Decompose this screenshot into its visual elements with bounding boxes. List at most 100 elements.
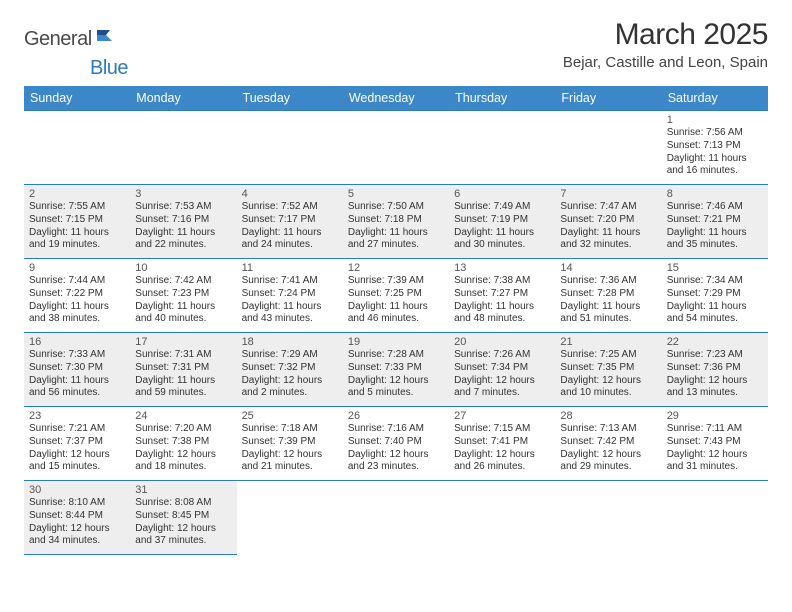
sunrise-text: Sunrise: 7:26 AM xyxy=(454,349,550,362)
calendar-day-cell: 12Sunrise: 7:39 AMSunset: 7:25 PMDayligh… xyxy=(343,259,449,333)
sunset-text: Sunset: 7:36 PM xyxy=(667,362,763,375)
day-number: 24 xyxy=(135,410,231,422)
weekday-header: Tuesday xyxy=(237,86,343,111)
calendar-day-cell: 22Sunrise: 7:23 AMSunset: 7:36 PMDayligh… xyxy=(662,333,768,407)
sunset-text: Sunset: 7:22 PM xyxy=(29,288,125,301)
sunset-text: Sunset: 7:35 PM xyxy=(560,362,656,375)
sunrise-text: Sunrise: 7:42 AM xyxy=(135,275,231,288)
calendar-week-row: 1Sunrise: 7:56 AMSunset: 7:13 PMDaylight… xyxy=(24,111,768,185)
sunset-text: Sunset: 7:24 PM xyxy=(242,288,338,301)
sunrise-text: Sunrise: 7:46 AM xyxy=(667,201,763,214)
calendar-week-row: 30Sunrise: 8:10 AMSunset: 8:44 PMDayligh… xyxy=(24,481,768,555)
calendar-day-cell: 8Sunrise: 7:46 AMSunset: 7:21 PMDaylight… xyxy=(662,185,768,259)
daylight-text: Daylight: 12 hours and 10 minutes. xyxy=(560,375,656,401)
day-number: 14 xyxy=(560,262,656,274)
calendar-day-cell: 21Sunrise: 7:25 AMSunset: 7:35 PMDayligh… xyxy=(555,333,661,407)
sunrise-text: Sunrise: 7:13 AM xyxy=(560,423,656,436)
day-number: 29 xyxy=(667,410,763,422)
day-number: 26 xyxy=(348,410,444,422)
daylight-text: Daylight: 11 hours and 19 minutes. xyxy=(29,227,125,253)
daylight-text: Daylight: 12 hours and 23 minutes. xyxy=(348,449,444,475)
calendar-body: 1Sunrise: 7:56 AMSunset: 7:13 PMDaylight… xyxy=(24,111,768,555)
day-number: 28 xyxy=(560,410,656,422)
daylight-text: Daylight: 11 hours and 16 minutes. xyxy=(667,153,763,179)
calendar-table: SundayMondayTuesdayWednesdayThursdayFrid… xyxy=(24,86,768,555)
day-number: 4 xyxy=(242,188,338,200)
sunrise-text: Sunrise: 7:18 AM xyxy=(242,423,338,436)
month-title: March 2025 xyxy=(563,18,768,52)
calendar-day-cell: 26Sunrise: 7:16 AMSunset: 7:40 PMDayligh… xyxy=(343,407,449,481)
daylight-text: Daylight: 12 hours and 29 minutes. xyxy=(560,449,656,475)
day-number: 8 xyxy=(667,188,763,200)
daylight-text: Daylight: 11 hours and 51 minutes. xyxy=(560,301,656,327)
day-number: 13 xyxy=(454,262,550,274)
calendar-week-row: 2Sunrise: 7:55 AMSunset: 7:15 PMDaylight… xyxy=(24,185,768,259)
sunrise-text: Sunrise: 7:34 AM xyxy=(667,275,763,288)
calendar-day-cell: 3Sunrise: 7:53 AMSunset: 7:16 PMDaylight… xyxy=(130,185,236,259)
sunset-text: Sunset: 7:43 PM xyxy=(667,436,763,449)
sunrise-text: Sunrise: 7:50 AM xyxy=(348,201,444,214)
calendar-day-cell: 31Sunrise: 8:08 AMSunset: 8:45 PMDayligh… xyxy=(130,481,236,555)
sunrise-text: Sunrise: 7:15 AM xyxy=(454,423,550,436)
sunset-text: Sunset: 7:31 PM xyxy=(135,362,231,375)
sunrise-text: Sunrise: 7:52 AM xyxy=(242,201,338,214)
calendar-day-cell: 5Sunrise: 7:50 AMSunset: 7:18 PMDaylight… xyxy=(343,185,449,259)
daylight-text: Daylight: 11 hours and 56 minutes. xyxy=(29,375,125,401)
calendar-day-cell: 17Sunrise: 7:31 AMSunset: 7:31 PMDayligh… xyxy=(130,333,236,407)
day-number: 5 xyxy=(348,188,444,200)
daylight-text: Daylight: 11 hours and 43 minutes. xyxy=(242,301,338,327)
sunset-text: Sunset: 7:16 PM xyxy=(135,214,231,227)
sunset-text: Sunset: 7:15 PM xyxy=(29,214,125,227)
day-number: 21 xyxy=(560,336,656,348)
daylight-text: Daylight: 11 hours and 48 minutes. xyxy=(454,301,550,327)
calendar-day-cell: 15Sunrise: 7:34 AMSunset: 7:29 PMDayligh… xyxy=(662,259,768,333)
sunrise-text: Sunrise: 7:53 AM xyxy=(135,201,231,214)
sunrise-text: Sunrise: 7:31 AM xyxy=(135,349,231,362)
flag-icon xyxy=(96,29,116,50)
sunset-text: Sunset: 7:13 PM xyxy=(667,140,763,153)
sunrise-text: Sunrise: 7:55 AM xyxy=(29,201,125,214)
daylight-text: Daylight: 12 hours and 37 minutes. xyxy=(135,523,231,549)
daylight-text: Daylight: 12 hours and 13 minutes. xyxy=(667,375,763,401)
sunset-text: Sunset: 8:44 PM xyxy=(29,510,125,523)
weekday-header: Thursday xyxy=(449,86,555,111)
day-number: 7 xyxy=(560,188,656,200)
daylight-text: Daylight: 12 hours and 5 minutes. xyxy=(348,375,444,401)
sunrise-text: Sunrise: 7:38 AM xyxy=(454,275,550,288)
calendar-day-cell xyxy=(343,481,449,555)
calendar-day-cell: 14Sunrise: 7:36 AMSunset: 7:28 PMDayligh… xyxy=(555,259,661,333)
sunrise-text: Sunrise: 7:36 AM xyxy=(560,275,656,288)
day-number: 30 xyxy=(29,484,125,496)
sunset-text: Sunset: 7:34 PM xyxy=(454,362,550,375)
logo: General xyxy=(24,18,118,51)
daylight-text: Daylight: 12 hours and 7 minutes. xyxy=(454,375,550,401)
daylight-text: Daylight: 12 hours and 18 minutes. xyxy=(135,449,231,475)
day-number: 25 xyxy=(242,410,338,422)
logo-text-general: General xyxy=(24,28,92,51)
calendar-week-row: 16Sunrise: 7:33 AMSunset: 7:30 PMDayligh… xyxy=(24,333,768,407)
sunset-text: Sunset: 7:29 PM xyxy=(667,288,763,301)
calendar-day-cell: 19Sunrise: 7:28 AMSunset: 7:33 PMDayligh… xyxy=(343,333,449,407)
sunrise-text: Sunrise: 7:49 AM xyxy=(454,201,550,214)
sunrise-text: Sunrise: 7:41 AM xyxy=(242,275,338,288)
daylight-text: Daylight: 11 hours and 38 minutes. xyxy=(29,301,125,327)
sunset-text: Sunset: 7:21 PM xyxy=(667,214,763,227)
sunset-text: Sunset: 7:38 PM xyxy=(135,436,231,449)
daylight-text: Daylight: 12 hours and 2 minutes. xyxy=(242,375,338,401)
day-number: 2 xyxy=(29,188,125,200)
calendar-day-cell xyxy=(555,111,661,185)
daylight-text: Daylight: 12 hours and 15 minutes. xyxy=(29,449,125,475)
day-number: 3 xyxy=(135,188,231,200)
sunset-text: Sunset: 7:37 PM xyxy=(29,436,125,449)
sunrise-text: Sunrise: 7:39 AM xyxy=(348,275,444,288)
sunset-text: Sunset: 7:28 PM xyxy=(560,288,656,301)
sunset-text: Sunset: 7:42 PM xyxy=(560,436,656,449)
calendar-week-row: 9Sunrise: 7:44 AMSunset: 7:22 PMDaylight… xyxy=(24,259,768,333)
weekday-header: Monday xyxy=(130,86,236,111)
calendar-day-cell: 24Sunrise: 7:20 AMSunset: 7:38 PMDayligh… xyxy=(130,407,236,481)
sunrise-text: Sunrise: 7:44 AM xyxy=(29,275,125,288)
calendar-day-cell: 13Sunrise: 7:38 AMSunset: 7:27 PMDayligh… xyxy=(449,259,555,333)
day-number: 19 xyxy=(348,336,444,348)
calendar-day-cell: 18Sunrise: 7:29 AMSunset: 7:32 PMDayligh… xyxy=(237,333,343,407)
sunset-text: Sunset: 7:27 PM xyxy=(454,288,550,301)
